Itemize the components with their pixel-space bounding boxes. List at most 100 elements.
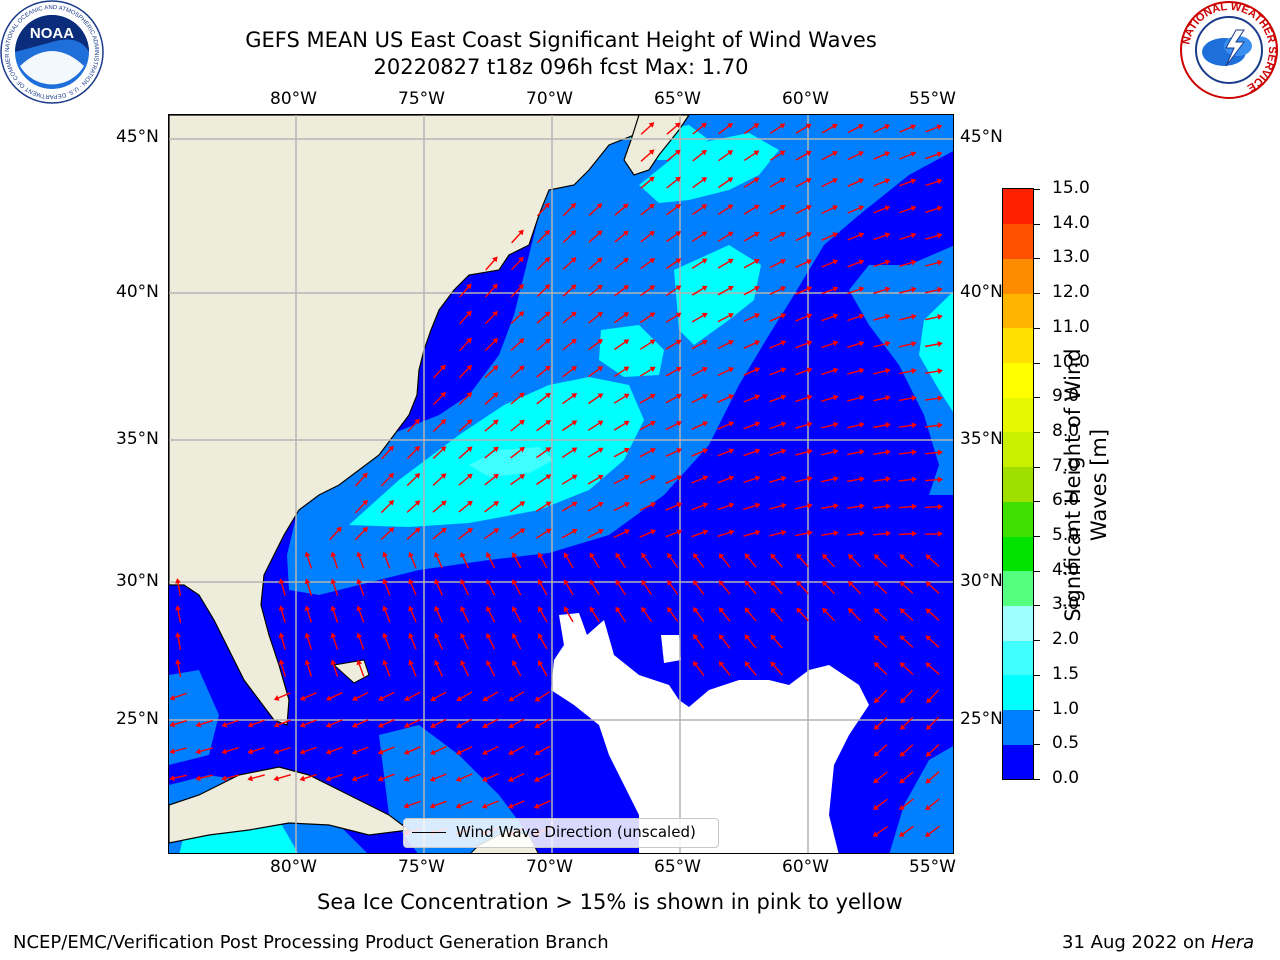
wave-direction-arrowhead (325, 722, 332, 728)
wave-direction-arrowhead (806, 367, 813, 374)
wave-direction-arrowhead (702, 367, 708, 373)
wave-direction-arrowhead (780, 367, 787, 373)
wave-direction-arrowhead (885, 503, 891, 510)
wave-direction-arrowhead (807, 530, 813, 536)
wave-direction-arrowhead (247, 721, 254, 728)
wave-direction-arrowhead (382, 632, 388, 639)
wave-direction-arrowhead (430, 695, 437, 702)
colorbar-segment (1003, 709, 1033, 745)
wave-direction-arrowhead (597, 366, 604, 372)
wave-direction-arrowhead (537, 633, 544, 640)
wave-direction-arrowhead (408, 551, 414, 558)
wave-direction-arrowhead (937, 422, 943, 429)
wave-direction-arrowhead (519, 528, 526, 534)
colorbar-tick-label: 15.0 (1052, 178, 1090, 198)
wave-direction-arrowhead (649, 420, 656, 427)
wave-direction-arrowhead (175, 632, 182, 638)
wave-direction-arrowhead (911, 530, 917, 537)
colorbar-segment (1003, 605, 1033, 641)
wave-direction-arrowhead (570, 202, 577, 209)
wave-direction-arrowhead (512, 552, 518, 558)
wave-direction-arrowhead (169, 694, 176, 701)
wave-direction-arrowhead (806, 313, 813, 319)
wave-direction-arrowhead (728, 367, 735, 373)
wave-height-map (169, 115, 953, 853)
wave-direction-arrowhead (336, 526, 342, 533)
wave-direction-arrowhead (544, 202, 550, 209)
wave-direction-arrowhead (414, 500, 421, 506)
wave-direction-arrowhead (623, 312, 630, 318)
wave-direction-arrowhead (858, 124, 864, 130)
nws-logo: NATIONAL WEATHER SERVICE (1178, 0, 1280, 100)
wave-direction-arrowhead (596, 257, 603, 264)
colorbar-segment (1003, 536, 1033, 572)
wave-direction-arrowhead (570, 257, 577, 263)
wave-direction-arrowhead (537, 606, 544, 613)
wave-direction-arrowhead (278, 605, 285, 612)
wave-direction-arrowhead (518, 365, 525, 371)
left-lat-tick-35n: 35°N (116, 429, 159, 449)
wave-direction-arrowhead (753, 204, 760, 210)
colorbar-tick-label: 14.0 (1052, 212, 1090, 233)
wave-direction-arrowhead (667, 552, 673, 559)
wave-direction-arrowhead (508, 696, 515, 702)
wave-direction-arrowhead (753, 177, 760, 183)
wave-direction-arrowhead (440, 527, 447, 534)
wave-direction-arrowhead (832, 205, 839, 211)
wave-direction-arrowhead (456, 695, 463, 702)
wave-direction-arrowhead (728, 313, 734, 319)
wave-direction-arrowhead (831, 123, 838, 130)
wave-direction-arrowhead (780, 259, 786, 265)
top-lon-tick-75w: 75°W (398, 89, 445, 109)
wave-direction-arrowhead (899, 804, 905, 811)
right-lat-tick-30n: 30°N (960, 571, 1003, 591)
wave-direction-arrowhead (667, 606, 673, 613)
wave-direction-arrowhead (676, 529, 683, 535)
wave-direction-arrowhead (781, 529, 787, 536)
wave-direction-arrowhead (667, 579, 673, 586)
wave-direction-arrowhead (304, 605, 311, 612)
wave-direction-arrowhead (701, 149, 707, 156)
wave-direction-arrowhead (356, 632, 363, 639)
wave-direction-arrowhead (675, 285, 682, 291)
colorbar-tick-label: 2.0 (1052, 629, 1080, 650)
wave-direction-arrowhead (351, 775, 358, 782)
colorbar-tick-label: 1.0 (1052, 698, 1080, 719)
wave-direction-arrowhead (455, 802, 462, 809)
wave-direction-arrowhead (377, 749, 384, 755)
wave-direction-arrowhead (727, 122, 733, 129)
wave-direction-arrowhead (718, 580, 725, 586)
wave-direction-arrowhead (781, 502, 787, 509)
top-lon-tick-65w: 65°W (654, 89, 701, 109)
wave-direction-arrowhead (408, 578, 414, 585)
wave-direction-arrowhead (727, 150, 734, 156)
wave-direction-arrowhead (589, 606, 595, 613)
wave-direction-arrowhead (597, 501, 604, 508)
wave-direction-arrowhead (676, 502, 683, 508)
wave-direction-arrowhead (727, 258, 734, 265)
wave-direction-arrowhead (832, 232, 839, 238)
wave-direction-arrowhead (885, 476, 891, 483)
wave-direction-arrowhead (692, 580, 699, 586)
wave-direction-arrowhead (780, 421, 787, 428)
wave-direction-arrowhead (570, 311, 577, 318)
wave-direction-arrowhead (859, 394, 865, 401)
colorbar-segment (1003, 327, 1033, 364)
wave-direction-arrowhead (382, 605, 388, 612)
wave-direction-arrowhead (195, 721, 202, 728)
wave-direction-arrowhead (899, 581, 906, 587)
wave-direction-arrowhead (537, 552, 544, 559)
colorbar-tick-label: 11.0 (1052, 316, 1090, 337)
wave-direction-arrowhead (429, 749, 436, 755)
wave-direction-arrowhead (899, 608, 906, 614)
wave-direction-arrowhead (744, 634, 751, 641)
wave-direction-arrowhead (466, 446, 473, 452)
wave-direction-arrowhead (408, 605, 414, 612)
wave-direction-arrowhead (434, 578, 440, 585)
wave-height-band-0.5-1.0-gulf (169, 670, 219, 765)
wave-direction-arrowhead (330, 632, 337, 639)
colorbar-tick-mark (1034, 466, 1040, 468)
wave-direction-arrowhead (755, 529, 761, 536)
wave-direction-arrowhead (403, 802, 410, 809)
wave-direction-arrowhead (899, 554, 906, 560)
